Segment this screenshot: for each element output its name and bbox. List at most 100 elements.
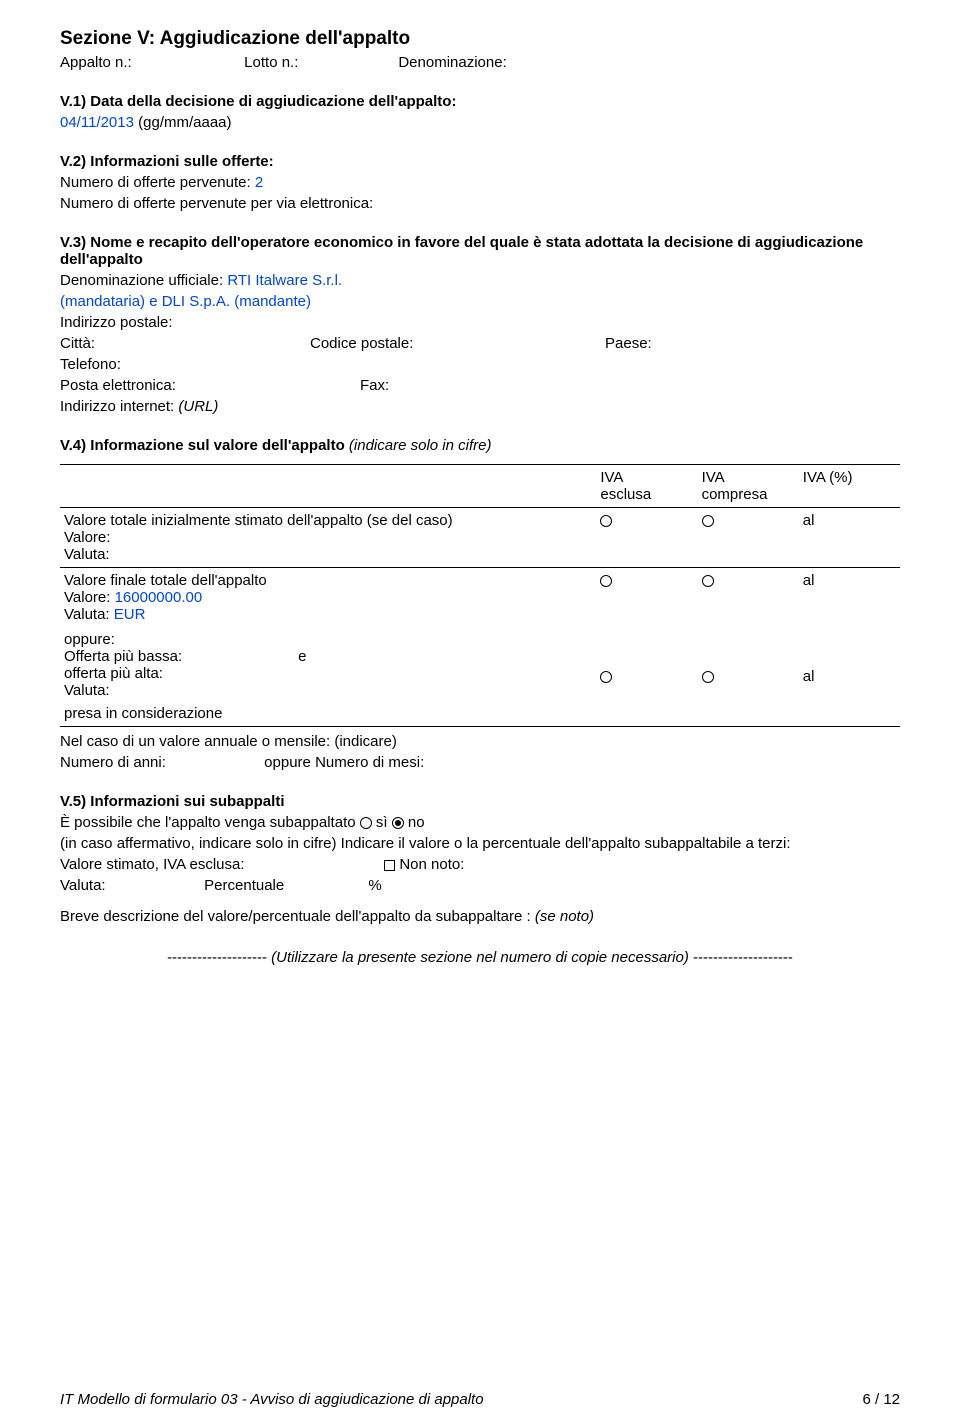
v4-row1-valore: Valore: xyxy=(64,529,590,546)
v2-heading: V.2) Informazioni sulle offerte: xyxy=(60,153,900,170)
v3-internet-suffix: (URL) xyxy=(178,398,218,415)
section-v-title: Sezione V: Aggiudicazione dell'appalto xyxy=(60,28,900,50)
v4-row3-valuta: Valuta: xyxy=(64,682,590,699)
dashes-right: -------------------- xyxy=(693,949,793,966)
v4-row2-valore-value: 16000000.00 xyxy=(115,589,203,606)
v3-telefono: Telefono: xyxy=(60,356,900,373)
v4-row3-e: e xyxy=(298,648,306,665)
radio-si-icon[interactable] xyxy=(360,817,372,829)
footer-right: 6 / 12 xyxy=(862,1391,900,1408)
v4-hdr-compresa: IVAcompresa xyxy=(698,465,799,508)
v4-row2-valuta-prefix: Valuta: xyxy=(64,606,114,623)
footer-left: IT Modello di formulario 03 - Avviso di … xyxy=(60,1391,484,1408)
v4-heading: V.4) Informazione sul valore dell'appalt… xyxy=(60,437,900,454)
v4-row3-presa: presa in considerazione xyxy=(64,705,590,722)
v4-row2-label: Valore finale totale dell'appalto xyxy=(64,572,590,589)
v5-breve-prefix: Breve descrizione del valore/percentuale… xyxy=(60,908,535,925)
v3-paese-label: Paese: xyxy=(605,335,900,352)
v4-post1: Nel caso di un valore annuale o mensile:… xyxy=(60,733,900,750)
v5-percentuale-label: Percentuale xyxy=(204,877,364,894)
v4-row2-al: al xyxy=(799,568,900,628)
v4-row2-esclusa xyxy=(596,568,697,628)
v2-offerte-prefix: Numero di offerte pervenute: xyxy=(60,174,255,191)
v5-valuta-line: Valuta: Percentuale % xyxy=(60,877,900,894)
v3-indirizzo-postale: Indirizzo postale: xyxy=(60,314,900,331)
v4-post-oppure: oppure xyxy=(264,754,311,771)
v4-hdr-pct: IVA (%) xyxy=(799,465,900,508)
v4-heading-prefix: V.4) Informazione sul valore dell'appalt… xyxy=(60,437,349,454)
v3-fax-label: Fax: xyxy=(360,377,389,394)
v4-row3-al: al xyxy=(799,627,900,726)
v5-no: no xyxy=(404,814,425,831)
v5-valore-stimato-line: Valore stimato, IVA esclusa: Non noto: xyxy=(60,856,900,873)
v3-city-row: Città: Codice postale: Paese: xyxy=(60,335,900,352)
v5-non-noto: Non noto: xyxy=(395,856,464,873)
radio-icon[interactable] xyxy=(702,515,714,527)
v5-valore-stimato: Valore stimato, IVA esclusa: xyxy=(60,856,380,873)
v4-row1-label: Valore totale inizialmente stimato dell'… xyxy=(64,512,590,529)
v4-row1-valuta: Valuta: xyxy=(64,546,590,563)
v1-heading: V.1) Data della decisione di aggiudicazi… xyxy=(60,93,900,110)
v4-hdr-empty xyxy=(60,465,596,508)
v4-row1-compresa xyxy=(698,508,799,568)
v4-row3-bassa-line: Offerta più bassa: e xyxy=(64,648,590,665)
v2-elettronica-line: Numero di offerte pervenute per via elet… xyxy=(60,195,900,212)
radio-icon[interactable] xyxy=(600,575,612,587)
v4-row3-main: oppure: Offerta più bassa: e offerta più… xyxy=(60,627,596,726)
v4-term-cell xyxy=(60,726,900,727)
v4-header-row: IVAesclusa IVAcompresa IVA (%) xyxy=(60,465,900,508)
denominazione-label: Denominazione: xyxy=(398,54,506,71)
v4-row2-main: Valore finale totale dell'appalto Valore… xyxy=(60,568,596,628)
v3-denom-line1: Denominazione ufficiale: RTI Italware S.… xyxy=(60,272,900,289)
radio-icon[interactable] xyxy=(600,515,612,527)
v3-codice-postale-label: Codice postale: xyxy=(310,335,605,352)
v3-posta-row: Posta elettronica: Fax: xyxy=(60,377,900,394)
v4-post2: Numero di anni: oppure Numero di mesi: xyxy=(60,754,900,771)
v4-row3-oppure: oppure: xyxy=(64,631,590,648)
v3-denom-value1: RTI Italware S.r.l. xyxy=(227,272,342,289)
v5-possibile-prefix: È possibile che l'appalto venga subappal… xyxy=(60,814,360,831)
v4-post-anni: Numero di anni: xyxy=(60,754,260,771)
v3-citta-label: Città: xyxy=(60,335,310,352)
v2-offerte-value: 2 xyxy=(255,174,263,191)
v5-breve-suffix: (se noto) xyxy=(535,908,594,925)
v5-affermativo: (in caso affermativo, indicare solo in c… xyxy=(60,835,900,852)
v4-post-mesi: Numero di mesi: xyxy=(315,754,424,771)
radio-no-icon[interactable] xyxy=(392,817,404,829)
repeat-note: -------------------- (Utilizzare la pres… xyxy=(60,949,900,966)
v5-possibile-line: È possibile che l'appalto venga subappal… xyxy=(60,814,900,831)
v5-heading: V.5) Informazioni sui subappalti xyxy=(60,793,900,810)
lotto-n-label: Lotto n.: xyxy=(244,54,394,71)
v3-internet-prefix: Indirizzo internet: xyxy=(60,398,178,415)
v4-row1-al: al xyxy=(799,508,900,568)
v1-date-value: 04/11/2013 xyxy=(60,114,134,131)
page: Sezione V: Aggiudicazione dell'appalto A… xyxy=(0,0,960,1428)
note-text: (Utilizzare la presente sezione nel nume… xyxy=(267,949,693,966)
v4-row2-valore-prefix: Valore: xyxy=(64,589,115,606)
v5-valuta-label: Valuta: xyxy=(60,877,200,894)
v1-date-line: 04/11/2013 (gg/mm/aaaa) xyxy=(60,114,900,131)
v4-row1: Valore totale inizialmente stimato dell'… xyxy=(60,508,900,568)
v3-posta-label: Posta elettronica: xyxy=(60,377,360,394)
v3-denom-label: Denominazione ufficiale: xyxy=(60,272,227,289)
v4-hdr-esclusa: IVAesclusa xyxy=(596,465,697,508)
v4-row2-valore: Valore: 16000000.00 xyxy=(64,589,590,606)
v2-offerte-line: Numero di offerte pervenute: 2 xyxy=(60,174,900,191)
appalto-n-label: Appalto n.: xyxy=(60,54,240,71)
v4-row1-main: Valore totale inizialmente stimato dell'… xyxy=(60,508,596,568)
v4-row1-esclusa xyxy=(596,508,697,568)
radio-icon[interactable] xyxy=(702,575,714,587)
radio-icon[interactable] xyxy=(600,671,612,683)
v4-row3-alta: offerta più alta: xyxy=(64,665,590,682)
v4-row3-bassa: Offerta più bassa: xyxy=(64,648,294,665)
v4-row3a: oppure: Offerta più bassa: e offerta più… xyxy=(60,627,900,726)
radio-icon[interactable] xyxy=(702,671,714,683)
v1-date-suffix: (gg/mm/aaaa) xyxy=(134,114,232,131)
v4-row3-esclusa xyxy=(596,627,697,726)
v4-row2-valuta: Valuta: EUR xyxy=(64,606,590,623)
v5-breve-line: Breve descrizione del valore/percentuale… xyxy=(60,908,900,925)
v3-internet-line: Indirizzo internet: (URL) xyxy=(60,398,900,415)
checkbox-non-noto-icon[interactable] xyxy=(384,860,395,871)
dashes-left: -------------------- xyxy=(167,949,267,966)
page-footer: IT Modello di formulario 03 - Avviso di … xyxy=(60,1391,900,1408)
